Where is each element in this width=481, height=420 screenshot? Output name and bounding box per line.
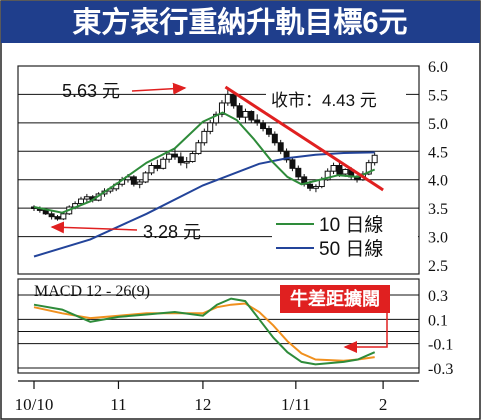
candle-body (83, 196, 90, 200)
candle-body (142, 172, 149, 183)
candle-body (48, 213, 55, 218)
candle-body (136, 181, 143, 185)
candle-body (342, 168, 349, 175)
macd-title: MACD 12 - 26(9) (34, 283, 150, 300)
arrow-high-price (131, 82, 187, 95)
title-banner (1, 1, 480, 43)
price-y-ticks: 6.0 5.5 5.0 4.5 4.0 3.5 3.0 2.5 (428, 59, 448, 275)
x-tick-label: 11 (110, 395, 126, 414)
macd-note-arrow (343, 313, 388, 353)
annotation-high-price: 5.63 元 (62, 81, 120, 101)
price-y-tick-label: 5.5 (428, 87, 448, 104)
legend-label-ma50: 50 日線 (319, 238, 383, 260)
x-tick-label: 1/11 (281, 395, 311, 414)
candle-body (271, 133, 278, 144)
close-label-bg (266, 90, 406, 112)
price-y-tick-label: 3.0 (428, 230, 448, 247)
macd-y-ticks: 0.3 0.1 -0.1 -0.3 (428, 288, 453, 378)
macd-panel-frame (17, 278, 420, 374)
x-tick-label: 10/10 (15, 395, 54, 414)
candle-body (265, 128, 272, 135)
candle-body (307, 183, 314, 189)
candle-body (324, 170, 331, 181)
macd-y-tick-label: 0.1 (428, 312, 448, 329)
candle-body (336, 165, 343, 175)
candle-body (42, 209, 49, 215)
chart-title: 東方表行重納升軌目標6元 (72, 5, 407, 39)
legend-bg (272, 211, 418, 263)
price-y-tick-label: 2.5 (428, 258, 448, 275)
candle-body (312, 186, 319, 189)
x-axis-ticks: 10/10 11 12 1/11 2 (15, 381, 388, 414)
candle-body (254, 119, 261, 124)
candle-body (60, 213, 67, 220)
candle-body (195, 142, 202, 155)
candle-body (130, 176, 137, 185)
macd-y-tick-label: -0.1 (428, 337, 453, 354)
arrow-low-price (50, 221, 138, 234)
candle-body (330, 165, 337, 172)
ma10-series-line (33, 111, 376, 214)
candle-body (183, 161, 190, 164)
legend-label-ma10: 10 日線 (319, 214, 383, 236)
annotation-low-price: 3.28 元 (143, 222, 201, 242)
candle-body (171, 153, 178, 158)
candle-body (283, 150, 290, 161)
candle-body (230, 93, 237, 107)
candle-body (277, 142, 284, 152)
candle-body (260, 122, 267, 130)
macd-signal-line (33, 302, 375, 362)
macd-y-tick-label: -0.3 (428, 361, 453, 378)
macd-y-tick-label: 0.3 (428, 288, 448, 305)
ma50-series-line (33, 151, 375, 258)
candle-body (371, 154, 378, 164)
candle-body (224, 93, 231, 104)
candle-body (365, 162, 372, 175)
price-y-tick-label: 4.0 (428, 173, 448, 190)
candle-body (201, 130, 208, 144)
price-y-tick-label: 6.0 (428, 59, 448, 76)
x-tick-label: 2 (379, 395, 388, 414)
annotation-close-price: 收市：4.43 元 (271, 91, 377, 110)
candle-body (213, 113, 220, 124)
candle-body (148, 165, 155, 174)
candle-body (77, 198, 84, 205)
trendline (224, 85, 384, 192)
candle-body (242, 110, 249, 118)
macd-note-text: 牛差距擴闊 (290, 288, 380, 309)
candlestick-series (31, 87, 378, 221)
x-tick-label: 12 (194, 395, 211, 414)
candle-body (166, 153, 173, 160)
price-y-tick-label: 3.5 (428, 201, 448, 218)
price-y-tick-label: 4.5 (428, 144, 448, 161)
candle-body (54, 216, 61, 220)
macd-note-box (280, 285, 390, 313)
candle-body (289, 159, 296, 169)
candle-body (236, 105, 243, 118)
candle-body (177, 156, 184, 164)
price-panel-frame (17, 65, 420, 275)
candle-body (248, 110, 255, 121)
candle-body (189, 153, 196, 163)
candle-body (218, 102, 225, 115)
macd-line (33, 297, 376, 366)
candle-body (160, 158, 167, 169)
candle-body (207, 122, 214, 132)
price-y-tick-label: 5.0 (428, 116, 448, 133)
candle-body (154, 165, 161, 169)
candle-body (295, 167, 302, 178)
